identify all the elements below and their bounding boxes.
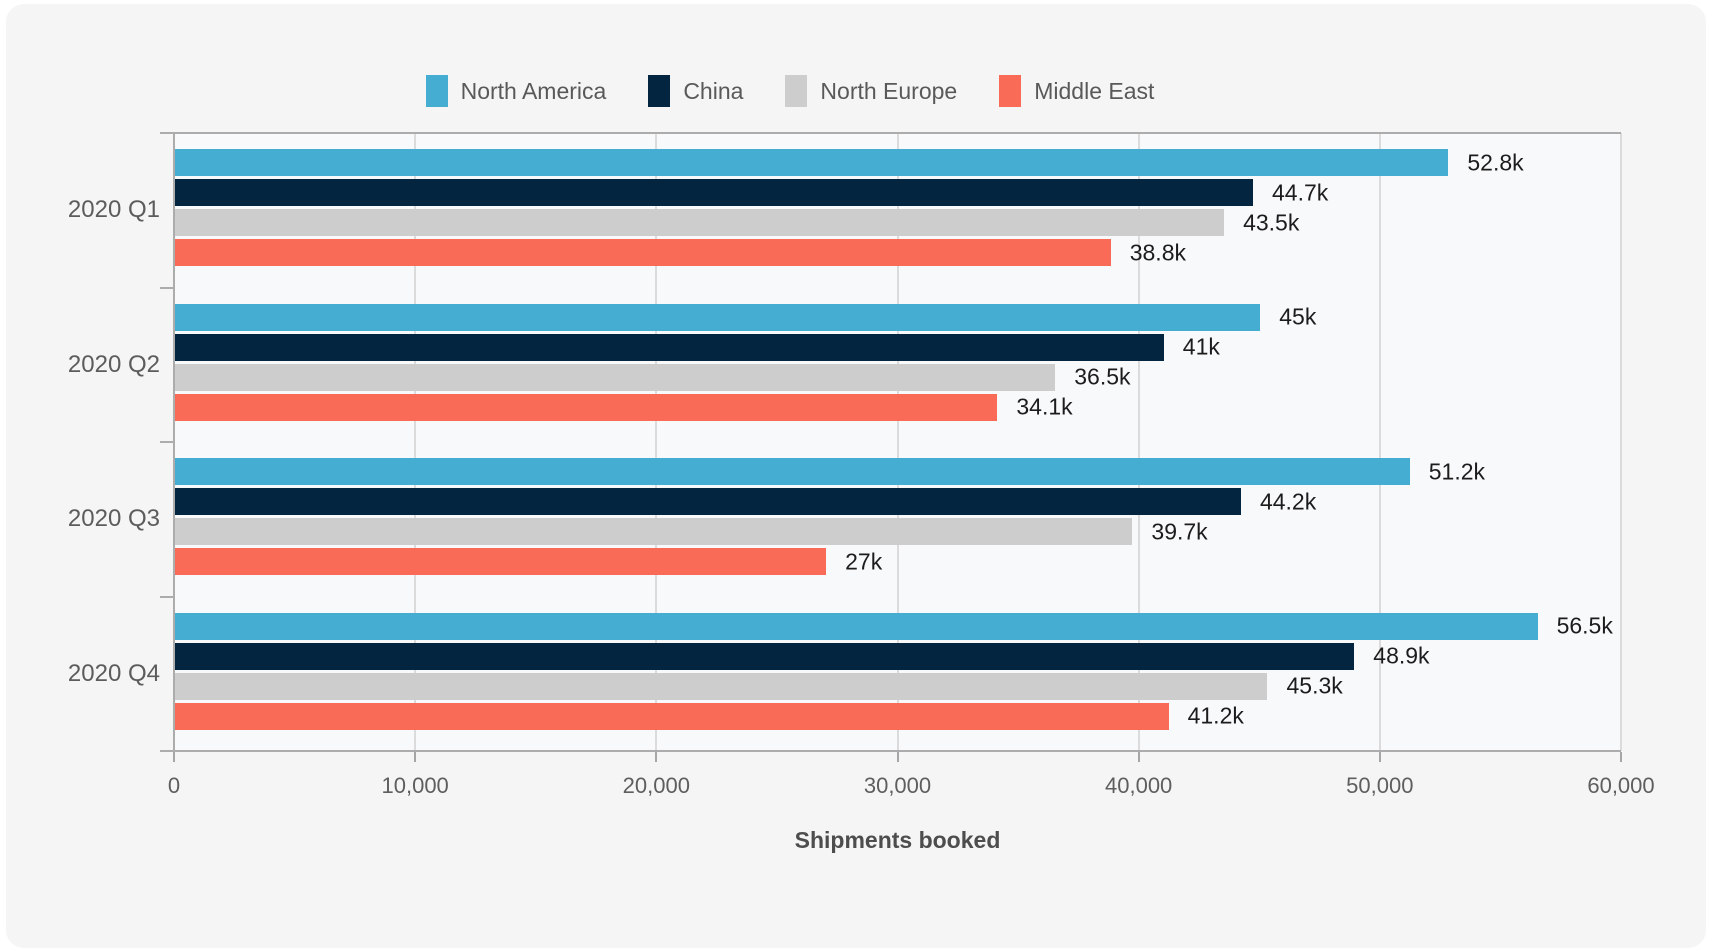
x-axis-tick xyxy=(896,752,899,762)
legend-item-north-europe[interactable]: North Europe xyxy=(785,75,957,107)
bar-value-label: 45k xyxy=(1279,303,1317,330)
bar-value-label: 51.2k xyxy=(1428,458,1486,484)
category-label-2020-q1: 2020 Q1 xyxy=(67,196,160,224)
bar-north-europe-2020-q1[interactable] xyxy=(175,209,1225,236)
bar-value-label: 56.5k xyxy=(1556,612,1613,639)
x-axis-tick xyxy=(655,752,658,762)
x-tick-label-40000: 40,000 xyxy=(1105,773,1173,798)
x-axis-line xyxy=(160,750,1621,752)
bar-row: 56.5k xyxy=(175,612,1621,640)
bar-china-2020-q4[interactable] xyxy=(175,642,1355,670)
bar-group-2020-q1: 52.8k 44.7k 43.5k 38.8k xyxy=(175,133,1621,288)
category-label-2020-q4: 2020 Q4 xyxy=(67,659,160,687)
bar-group-2020-q4: 56.5k 48.9k 45.3k 41.2k xyxy=(175,597,1621,752)
legend-label: North America xyxy=(460,77,607,104)
bar-north-america-2020-q2[interactable] xyxy=(175,303,1261,331)
gridline-20000 xyxy=(655,133,658,751)
legend-item-china[interactable]: China xyxy=(648,75,743,107)
bar-china-2020-q1[interactable] xyxy=(175,179,1253,206)
bar-row: 43.5k xyxy=(175,209,1621,236)
bar-value-label: 44.2k xyxy=(1259,488,1317,514)
gridline-60000 xyxy=(1620,133,1622,751)
legend-swatch-north-america xyxy=(425,75,448,107)
legend-item-north-america[interactable]: North America xyxy=(425,75,607,107)
bar-row: 27k xyxy=(175,548,1621,575)
x-tick-label-0: 0 xyxy=(167,773,181,798)
bar-value-label: 44.7k xyxy=(1272,179,1329,205)
bar-value-label: 27k xyxy=(845,548,883,574)
gridline-50000 xyxy=(1378,133,1381,751)
bar-value-label: 41.2k xyxy=(1187,702,1244,729)
gridline-40000 xyxy=(1137,133,1140,751)
bar-value-label: 52.8k xyxy=(1467,149,1524,175)
bar-north-europe-2020-q3[interactable] xyxy=(175,518,1133,545)
bar-row: 41.2k xyxy=(175,702,1621,730)
bar-row: 44.2k xyxy=(175,488,1621,515)
x-axis-tick xyxy=(414,752,417,762)
category-label-2020-q2: 2020 Q2 xyxy=(67,350,160,378)
x-tick-label-30000: 30,000 xyxy=(863,773,932,798)
bar-value-label: 48.9k xyxy=(1373,642,1430,669)
bar-value-label: 38.8k xyxy=(1129,239,1186,265)
bar-value-label: 41k xyxy=(1182,333,1220,360)
bar-row: 34.1k xyxy=(175,393,1621,421)
bar-row: 45k xyxy=(175,303,1621,331)
x-tick-label-10000: 10,000 xyxy=(381,773,449,798)
bar-value-label: 36.5k xyxy=(1074,363,1131,390)
bar-row: 36.5k xyxy=(175,363,1621,391)
bar-middle-east-2020-q4[interactable] xyxy=(175,702,1169,730)
x-tick-label-60000: 60,000 xyxy=(1587,773,1655,798)
bar-value-label: 43.5k xyxy=(1243,209,1300,235)
bar-north-europe-2020-q2[interactable] xyxy=(175,363,1056,391)
y-axis-group-tick xyxy=(160,441,174,443)
legend-label: North Europe xyxy=(820,77,958,104)
x-axis-tick xyxy=(1137,752,1140,762)
x-tick-label-20000: 20,000 xyxy=(622,773,690,798)
bar-row: 41k xyxy=(175,333,1621,361)
bar-value-label: 39.7k xyxy=(1151,518,1208,544)
bar-middle-east-2020-q3[interactable] xyxy=(175,548,827,575)
bar-middle-east-2020-q1[interactable] xyxy=(175,239,1111,266)
x-axis-tick xyxy=(173,752,175,762)
bar-north-america-2020-q3[interactable] xyxy=(175,458,1410,485)
bar-row: 44.7k xyxy=(175,179,1621,206)
x-axis-title: Shipments booked xyxy=(794,827,1001,853)
bar-row: 45.3k xyxy=(175,672,1621,700)
y-axis-group-tick xyxy=(160,595,174,598)
x-axis-tick xyxy=(1620,752,1622,762)
bar-north-europe-2020-q4[interactable] xyxy=(175,672,1268,700)
plot-top-border xyxy=(160,132,1621,134)
chart-card: North America China North Europe Middle Eas… xyxy=(6,4,1706,948)
bar-group-2020-q2: 45k 41k 36.5k 34.1k xyxy=(175,288,1621,443)
chart-legend: North America China North Europe Middle Eas… xyxy=(6,75,1640,107)
gridline-10000 xyxy=(414,133,417,751)
bar-row: 51.2k xyxy=(175,458,1621,485)
x-axis-tick xyxy=(1378,752,1381,762)
bar-north-america-2020-q4[interactable] xyxy=(175,612,1538,640)
bar-value-label: 34.1k xyxy=(1016,393,1073,420)
legend-label: China xyxy=(683,77,744,104)
bar-row: 38.8k xyxy=(175,239,1621,266)
legend-item-middle-east[interactable]: Middle East xyxy=(999,75,1154,107)
bar-row: 39.7k xyxy=(175,518,1621,545)
bar-value-label: 45.3k xyxy=(1286,672,1343,699)
bar-group-2020-q3: 51.2k 44.2k 39.7k 27k xyxy=(175,442,1621,597)
bar-row: 52.8k xyxy=(175,149,1621,176)
bar-north-america-2020-q1[interactable] xyxy=(175,149,1449,176)
legend-swatch-china xyxy=(648,75,671,107)
bar-china-2020-q3[interactable] xyxy=(175,488,1241,515)
bar-china-2020-q2[interactable] xyxy=(175,333,1164,361)
legend-swatch-middle-east xyxy=(999,75,1022,107)
bar-middle-east-2020-q2[interactable] xyxy=(175,393,998,421)
y-axis-group-tick xyxy=(160,286,174,289)
legend-swatch-north-europe xyxy=(785,75,808,107)
legend-label: Middle East xyxy=(1034,77,1155,104)
x-tick-label-50000: 50,000 xyxy=(1346,773,1414,798)
category-label-2020-q3: 2020 Q3 xyxy=(67,505,160,533)
gridline-30000 xyxy=(896,133,899,751)
bar-row: 48.9k xyxy=(175,642,1621,670)
y-axis-line xyxy=(173,133,175,751)
